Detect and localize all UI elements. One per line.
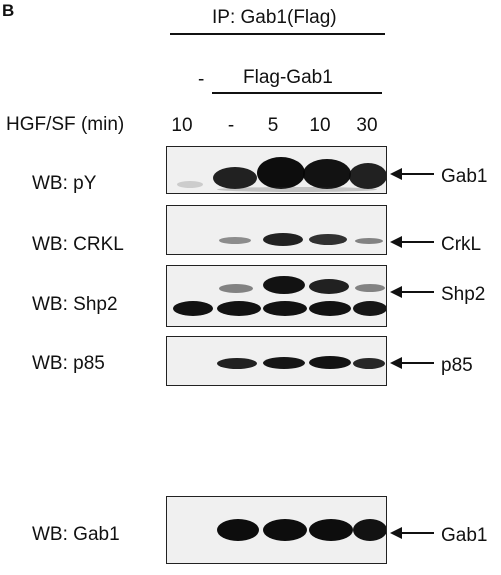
blot-crkl xyxy=(166,205,387,255)
construct-label: Flag-Gab1 xyxy=(243,67,333,88)
band xyxy=(263,357,305,369)
band xyxy=(263,519,307,541)
band xyxy=(263,301,307,316)
band xyxy=(303,159,351,189)
lane-label-5: 30 xyxy=(356,115,378,136)
wb-label-crkl: WB: CRKL xyxy=(32,234,124,255)
blot-py xyxy=(166,146,387,194)
band xyxy=(219,237,251,244)
band xyxy=(219,284,253,293)
blot-gab1 xyxy=(166,496,387,564)
band xyxy=(217,301,261,316)
band xyxy=(217,358,257,369)
control-label: - xyxy=(198,69,205,90)
protein-label-crkl: CrkL xyxy=(441,234,482,255)
band xyxy=(309,301,351,316)
band xyxy=(309,356,351,369)
panel-letter: B xyxy=(2,1,15,20)
protein-label-shp2: Shp2 xyxy=(441,284,486,305)
band xyxy=(263,276,305,294)
blot-shp2 xyxy=(166,265,387,327)
arrow-py xyxy=(390,167,434,181)
band xyxy=(355,238,383,244)
protein-label-p85: p85 xyxy=(441,355,473,376)
band xyxy=(217,187,377,192)
lane-label-2: - xyxy=(227,115,235,136)
band xyxy=(353,519,386,541)
arrow-shp2 xyxy=(390,285,434,299)
band xyxy=(355,284,385,292)
band xyxy=(173,301,213,316)
wb-label-gab1: WB: Gab1 xyxy=(32,524,120,545)
blot-p85 xyxy=(166,336,387,386)
wb-label-p85: WB: p85 xyxy=(32,353,105,374)
band xyxy=(349,163,386,189)
arrow-gab1 xyxy=(390,526,434,540)
arrow-p85 xyxy=(390,356,434,370)
band xyxy=(353,301,386,316)
treatment-label: HGF/SF (min) xyxy=(6,114,125,135)
ip-label: IP: Gab1(Flag) xyxy=(212,7,337,28)
lane-label-3: 5 xyxy=(267,115,279,136)
wb-label-py: WB: pY xyxy=(32,173,97,194)
band xyxy=(213,167,257,189)
wb-label-shp2: WB: Shp2 xyxy=(32,294,118,315)
lane-label-1: 10 xyxy=(171,115,193,136)
band xyxy=(257,157,305,189)
band xyxy=(353,358,385,369)
lane-label-4: 10 xyxy=(309,115,331,136)
band xyxy=(217,519,259,541)
protein-label-gab1: Gab1 xyxy=(441,525,488,546)
protein-label-py: Gab1 xyxy=(441,166,488,187)
band xyxy=(177,181,203,188)
ip-underline xyxy=(170,33,385,35)
band xyxy=(309,279,349,294)
band xyxy=(309,234,347,245)
arrow-crkl xyxy=(390,235,434,249)
construct-underline xyxy=(212,92,382,94)
band xyxy=(309,519,353,541)
band xyxy=(263,233,303,246)
